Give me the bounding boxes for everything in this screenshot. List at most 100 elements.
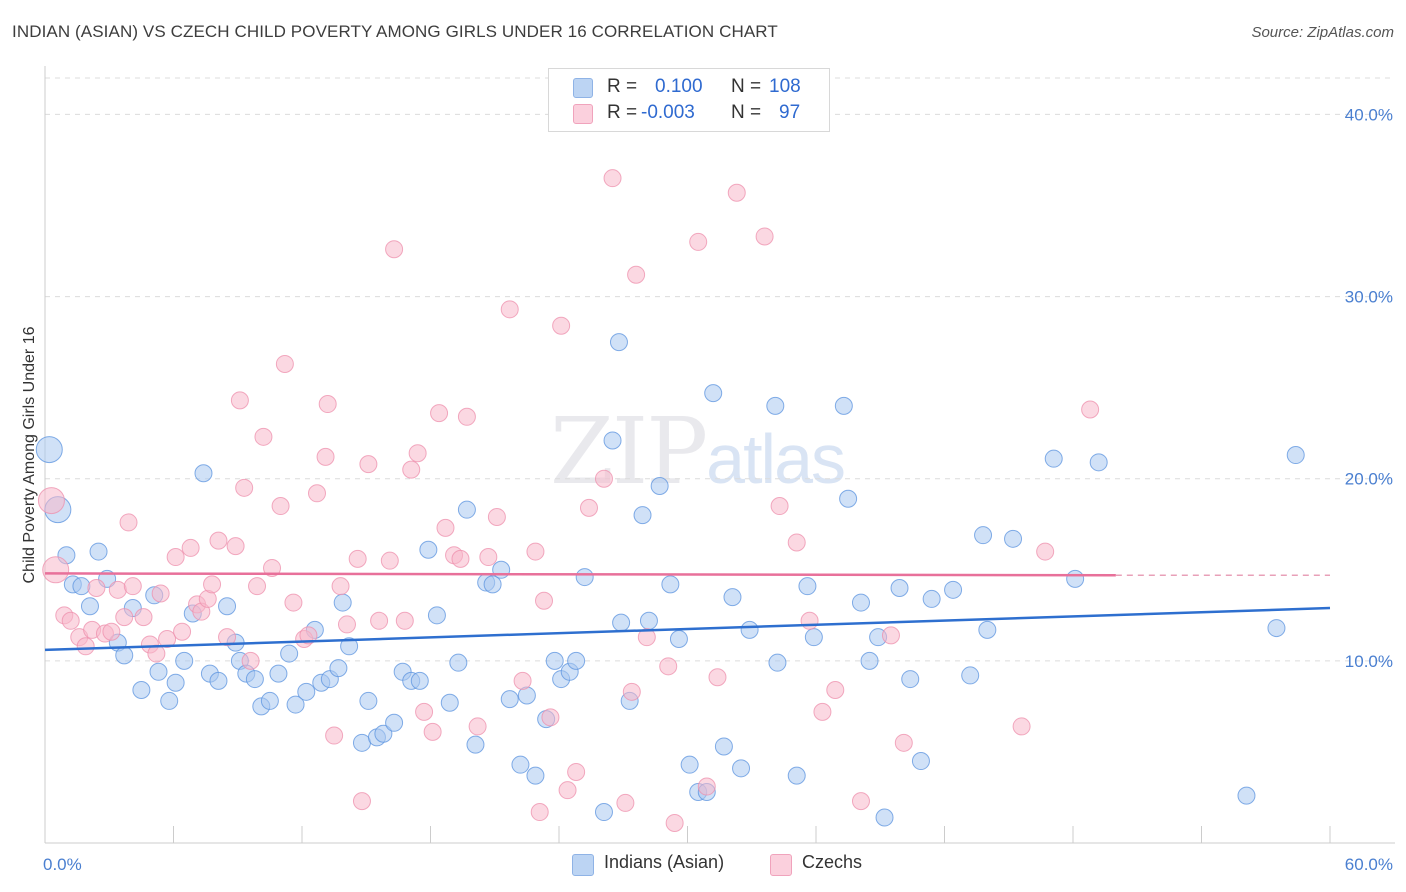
indians-point — [1267, 619, 1286, 638]
czechs-point — [813, 702, 832, 721]
data-points — [35, 169, 1305, 832]
czechs-point — [851, 792, 870, 811]
czechs-point — [408, 444, 427, 463]
trend-lines — [44, 572, 1331, 652]
czechs-point — [254, 427, 273, 446]
czechs-point — [102, 622, 121, 641]
czechs-point — [226, 537, 245, 556]
czechs-point — [616, 793, 635, 812]
czechs-point — [415, 702, 434, 721]
czechs-point — [594, 469, 613, 488]
indians-point — [851, 593, 870, 612]
indians-point — [500, 690, 519, 709]
czechs-point — [881, 626, 900, 645]
indians-point — [511, 755, 530, 774]
indians-point — [612, 613, 631, 632]
y-tick-label: 30.0% — [1345, 288, 1393, 307]
legend-n-label: N = — [731, 102, 762, 123]
czechs-point — [579, 498, 598, 517]
indians-point — [410, 671, 429, 690]
legend-r-value: 0.100 — [655, 76, 703, 97]
czechs-point — [248, 577, 267, 596]
indians-point — [633, 506, 652, 525]
czechs-point — [436, 518, 455, 537]
czechs-point — [770, 497, 789, 516]
indians-point — [166, 673, 185, 692]
czechs-point — [627, 265, 646, 284]
czechs-point — [158, 630, 177, 648]
indians-point — [922, 589, 941, 608]
czechs-point — [115, 608, 134, 627]
indians-point — [766, 396, 785, 415]
czechs-point — [284, 593, 303, 612]
indians-point — [297, 682, 316, 701]
czechs-point — [380, 551, 399, 570]
indians-point — [440, 693, 459, 712]
indians-point — [1286, 446, 1305, 465]
indians-point — [359, 691, 378, 710]
source-credit: Source: ZipAtlas.com — [1251, 24, 1394, 41]
czechs-point — [108, 580, 127, 599]
czechs-point — [203, 575, 222, 594]
y-axis-label: Child Poverty Among Girls Under 16 — [21, 326, 38, 583]
legend-n-value: 108 — [769, 76, 801, 97]
legend-r-value: -0.003 — [641, 102, 695, 123]
czechs-point — [123, 577, 142, 596]
czechs-trend-line — [44, 572, 1116, 577]
czechs-point — [1012, 717, 1031, 736]
czechs-point — [541, 708, 560, 727]
indians-point — [901, 670, 920, 689]
indians-point — [1089, 453, 1108, 472]
indians-point — [944, 580, 963, 599]
czechs-point — [209, 531, 228, 550]
czechs-point — [370, 611, 389, 630]
czechs-point — [337, 615, 356, 634]
czechs-point — [87, 579, 106, 597]
indians-point — [575, 568, 594, 587]
indians-point — [1237, 786, 1256, 805]
indians-point — [650, 477, 669, 495]
czechs-point — [468, 717, 487, 736]
watermark-zip: ZIP — [550, 398, 708, 505]
indians-point — [160, 691, 179, 710]
indians-point — [545, 651, 564, 670]
czechs-point — [567, 762, 586, 781]
indians-points — [35, 333, 1305, 827]
indians-point — [218, 597, 237, 616]
indians-point — [603, 431, 622, 450]
czechs-point — [689, 232, 708, 251]
indians-point — [787, 766, 806, 785]
czechs-point — [787, 533, 806, 552]
indians-point — [609, 333, 628, 352]
czechs-point — [800, 611, 819, 630]
indians-point — [286, 695, 305, 714]
czechs-point — [727, 183, 746, 202]
czechs-point — [263, 558, 282, 577]
indians-point — [974, 526, 993, 545]
indians-point — [492, 560, 511, 579]
czechs-point — [348, 549, 367, 568]
indians-point — [352, 733, 371, 752]
indians-point — [483, 575, 502, 594]
indians-point — [1004, 529, 1023, 548]
czechs-point — [697, 777, 716, 796]
czechs-point — [42, 556, 70, 584]
legend-row-czechs: R = -0.003 N = 97 — [549, 100, 829, 126]
indians-point — [798, 577, 817, 596]
indians-point — [35, 436, 63, 464]
czechs-point — [307, 484, 326, 503]
indians-point — [594, 803, 613, 822]
legend-n-label: N = — [731, 76, 762, 97]
legend-n-value: 97 — [779, 102, 801, 123]
indians-point — [680, 755, 699, 774]
czechs-point — [451, 549, 470, 568]
czechs-point — [235, 478, 254, 497]
czechs-point — [218, 628, 237, 647]
czechs-point — [166, 548, 185, 567]
czechs-point — [637, 628, 656, 647]
axis-labels: 10.0% 20.0% 30.0% 40.0% 0.0% 60.0% Child Pover… — [21, 105, 1393, 874]
czechs-point — [558, 781, 577, 800]
indians-point — [804, 628, 823, 647]
watermark-atlas: atlas — [706, 420, 846, 498]
